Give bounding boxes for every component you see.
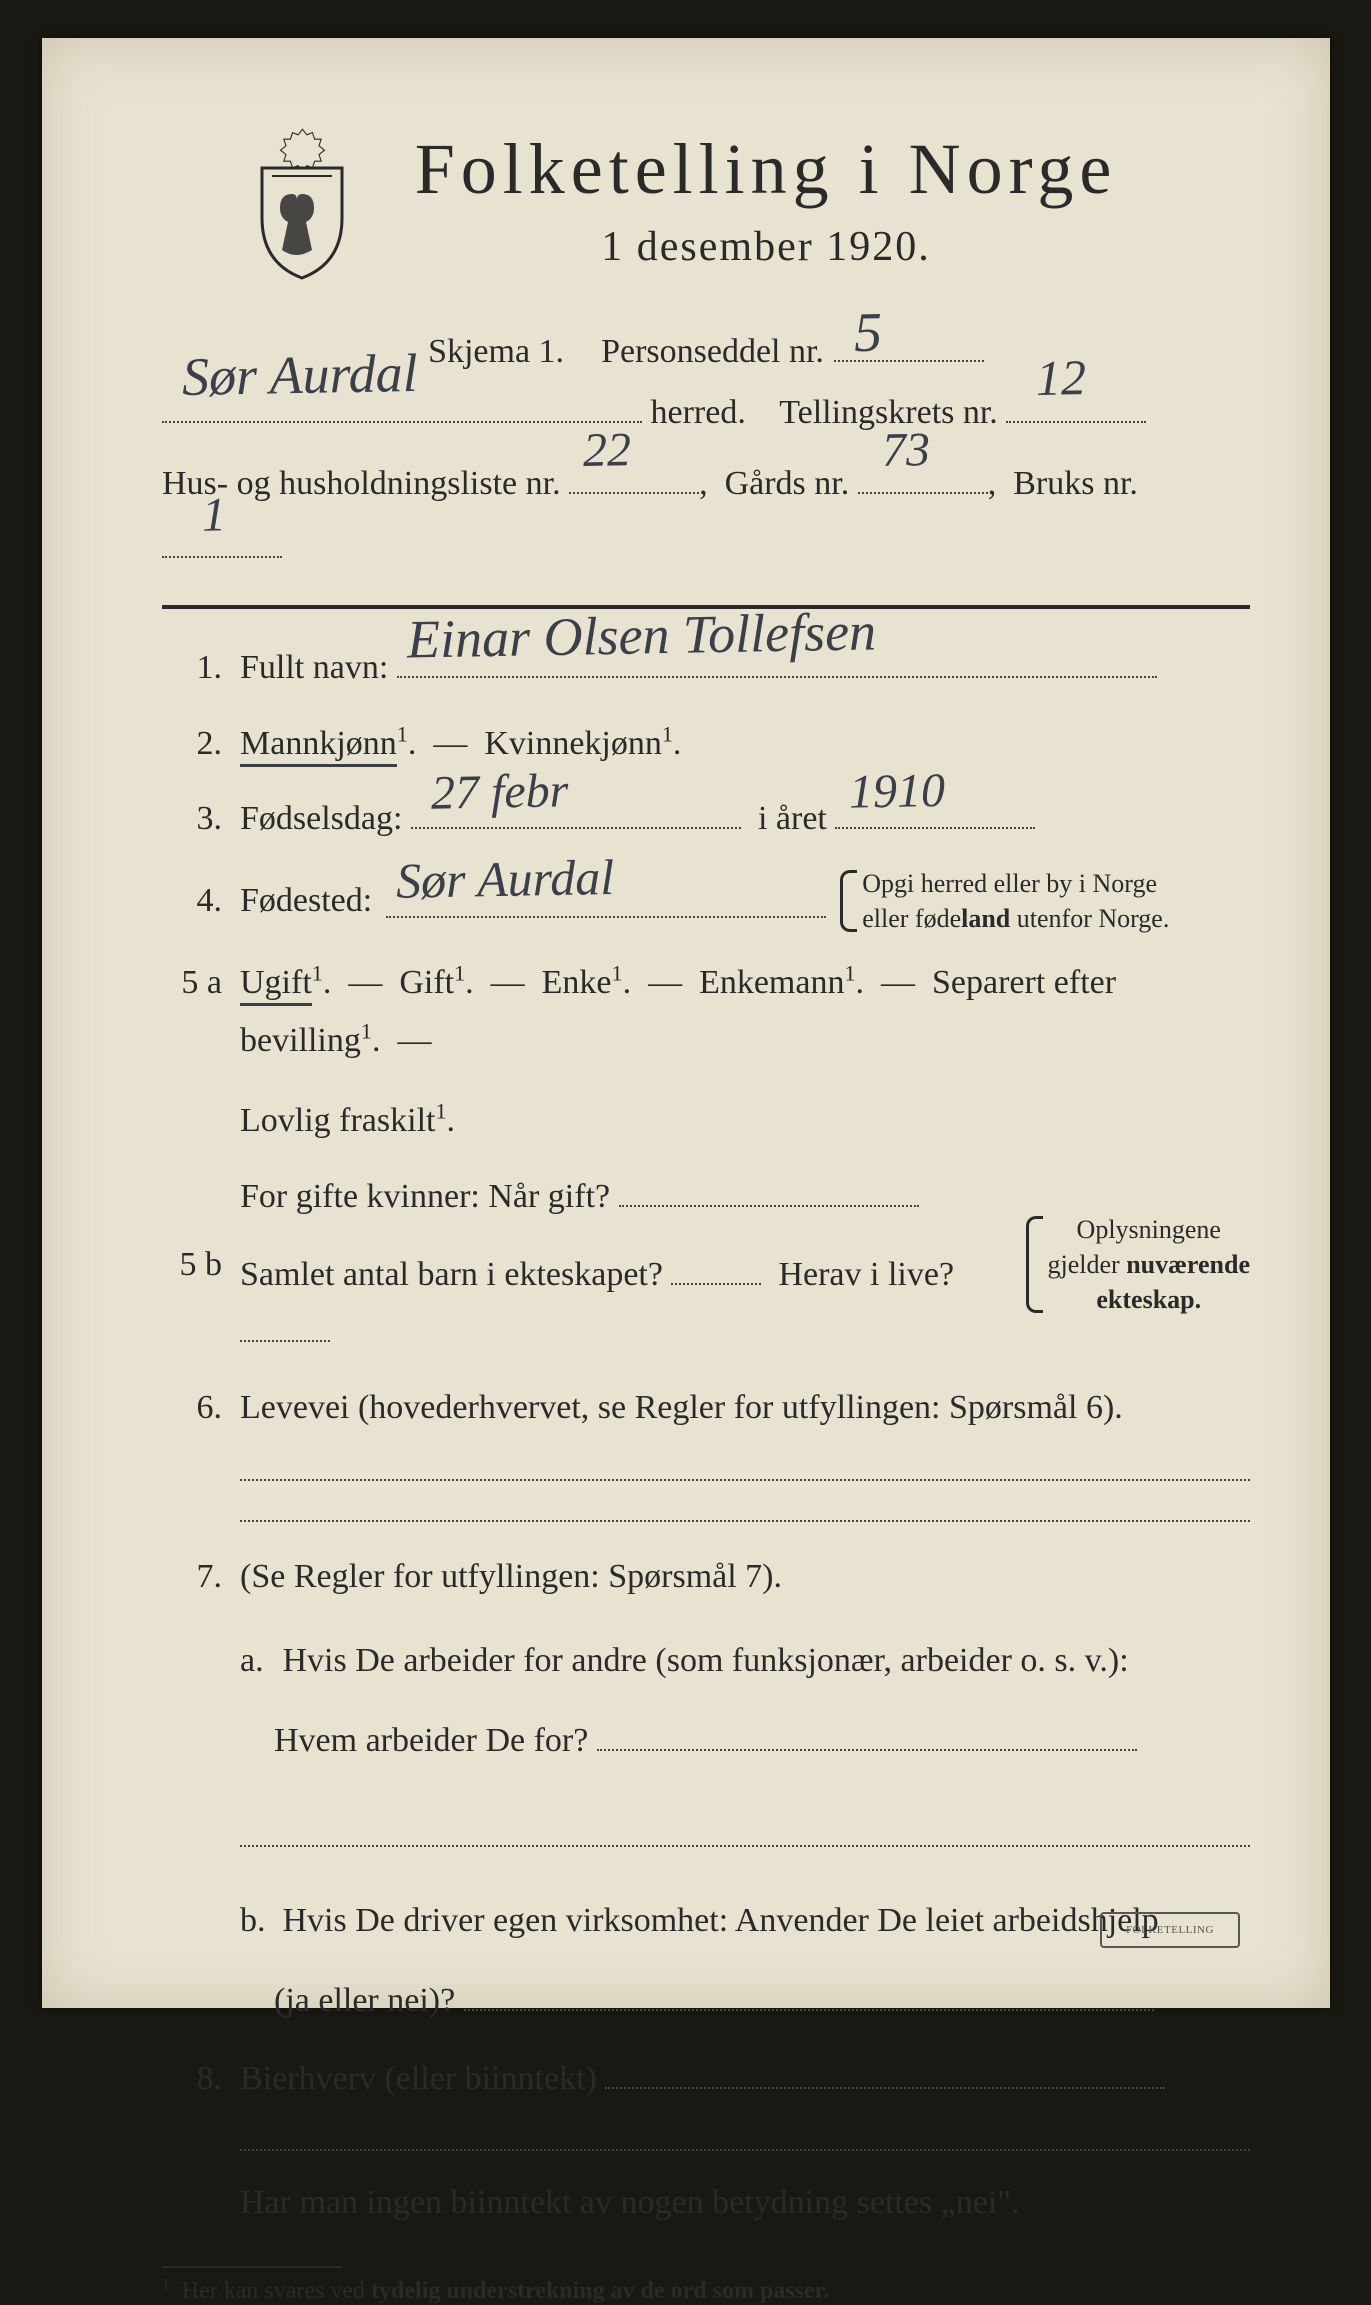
printer-stamp: FOLKETELLING	[1100, 1912, 1240, 1948]
q5a-opt-gift: Gift	[399, 964, 454, 1001]
q1-label: Fullt navn:	[240, 649, 388, 686]
q4-label: Fødested:	[240, 872, 372, 930]
q3-day-value: 27 febr	[430, 747, 741, 834]
q7b-line2: (ja eller nei)?	[274, 1982, 455, 2019]
q5a-num: 5 a	[162, 954, 222, 1012]
footnote: 1 Her kan svares ved tydelig understrekn…	[162, 2276, 1250, 2305]
q7-row: 7. (Se Regler for utfyllingen: Spørsmål …	[162, 1548, 1250, 2030]
q5b-label1: For gifte kvinner: Når gift?	[240, 1178, 610, 1215]
q4-note: Opgi herred eller by i Norge eller fødel…	[840, 866, 1169, 936]
q5b-label2: Samlet antal barn i ekteskapet?	[240, 1256, 663, 1293]
q8-label: Bierhverv (eller biinntekt)	[240, 2060, 597, 2097]
q7-intro: (Se Regler for utfyllingen: Spørsmål 7).	[240, 1558, 782, 1595]
q5b-num: 5 b	[162, 1236, 222, 1294]
q5b-label3: Herav i live?	[778, 1256, 954, 1293]
bruks-value: 1	[201, 468, 283, 561]
q3-year-value: 1910	[849, 748, 1036, 833]
q8-blank	[240, 2126, 1250, 2152]
q7b-letter: b.	[240, 1892, 274, 1950]
q4-num: 4.	[162, 872, 222, 930]
q1-row: 1. Fullt navn: Einar Olsen Tollefsen	[162, 639, 1250, 697]
bruks-label: Bruks nr.	[1013, 465, 1138, 502]
q1-value: Einar Olsen Tollefsen	[406, 581, 1157, 686]
q5a-row: 5 a Ugift1. — Gift1. — Enke1. — Enkemann…	[162, 954, 1250, 1149]
gards-label: Gårds nr.	[725, 465, 850, 502]
q5a-opt-ugift: Ugift	[240, 964, 312, 1006]
q2-num: 2.	[162, 715, 222, 773]
census-form-paper: Folketelling i Norge 1 desember 1920. Sk…	[42, 38, 1330, 2008]
q6-num: 6.	[162, 1379, 222, 1437]
meta-row-2: Sør Aurdal herred. Tellingskrets nr. 12	[162, 381, 1250, 446]
coat-of-arms-icon	[242, 128, 362, 288]
q8-num: 8.	[162, 2050, 222, 2108]
husliste-value: 22	[582, 403, 700, 496]
header: Folketelling i Norge 1 desember 1920.	[242, 128, 1250, 288]
q5a-opt-separert: Separert efter bevilling	[240, 964, 1116, 1059]
q4-row: 4. Fødested: Sør Aurdal Opgi herred elle…	[162, 866, 1250, 936]
q5a-opt-enke: Enke	[542, 964, 612, 1001]
q5a-line2: Lovlig fraskilt	[240, 1102, 435, 1139]
meta-row-3: Hus- og husholdningsliste nr. 22 , Gårds…	[162, 452, 1250, 581]
main-title: Folketelling i Norge	[402, 128, 1130, 211]
q6-text: Levevei (hovederhvervet, se Regler for u…	[240, 1389, 1123, 1426]
q7-num: 7.	[162, 1548, 222, 1606]
q6-row: 6. Levevei (hovederhvervet, se Regler fo…	[162, 1379, 1250, 1437]
q6-blank-2	[240, 1497, 1250, 1523]
q6-blank-1	[240, 1455, 1250, 1481]
tellingskrets-value: 12	[1035, 329, 1147, 426]
q2-male: Mannkjønn	[240, 725, 397, 767]
q5b-note: Oplysningene gjelder nuværende ekteskap.	[1026, 1212, 1250, 1317]
q8-row: 8. Bierhverv (eller biinntekt)	[162, 2050, 1250, 2108]
gards-value: 73	[881, 403, 989, 496]
q5b-row: 5 b For gifte kvinner: Når gift? Samlet …	[162, 1168, 1250, 1361]
closing-line: Har man ingen biinntekt av nogen betydni…	[162, 2171, 1250, 2236]
q3-num: 3.	[162, 790, 222, 848]
q1-num: 1.	[162, 639, 222, 697]
q7a-letter: a.	[240, 1632, 274, 1690]
q7a-line1: Hvis De arbeider for andre (som funksjon…	[283, 1642, 1129, 1679]
q7a-line2: Hvem arbeider De for?	[274, 1722, 588, 1759]
q3-label: Fødselsdag:	[240, 800, 402, 837]
title-block: Folketelling i Norge 1 desember 1920.	[402, 128, 1250, 271]
q5a-opt-enkemann: Enkemann	[699, 964, 844, 1001]
sub-title: 1 desember 1920.	[402, 223, 1130, 271]
personseddel-value: 5	[853, 299, 984, 365]
herred-value: Sør Aurdal	[181, 318, 643, 429]
q4-value: Sør Aurdal	[396, 832, 827, 924]
q7b-line1: Hvis De driver egen virksomhet: Anvender…	[283, 1902, 1159, 1939]
footnote-rule	[162, 2266, 342, 2268]
